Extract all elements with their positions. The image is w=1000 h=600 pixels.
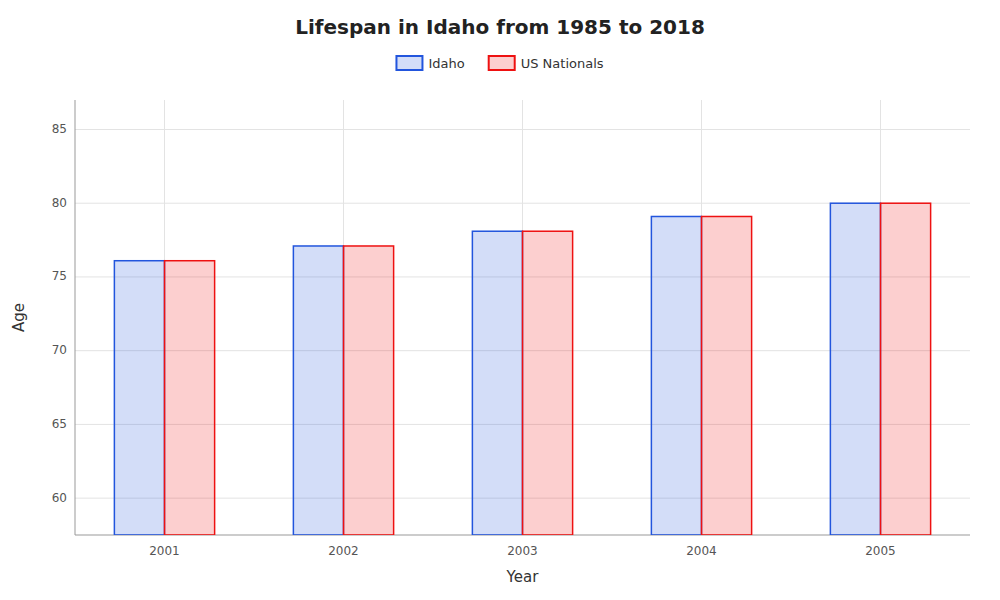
bar <box>523 231 573 535</box>
bar <box>702 216 752 535</box>
y-tick-label: 60 <box>52 491 67 505</box>
legend-label: US Nationals <box>521 56 604 71</box>
bar <box>114 261 164 535</box>
bar <box>165 261 215 535</box>
bar <box>344 246 394 535</box>
x-tick-label: 2003 <box>507 544 538 558</box>
x-tick-label: 2004 <box>686 544 717 558</box>
y-axis-line <box>75 100 76 535</box>
grid <box>75 100 970 535</box>
x-tick-label: 2002 <box>328 544 359 558</box>
title: Lifespan in Idaho from 1985 to 2018 <box>295 15 705 39</box>
bars <box>114 203 930 535</box>
bar <box>293 246 343 535</box>
legend-swatch <box>489 56 515 70</box>
legend-label: Idaho <box>428 56 464 71</box>
legend-item: US Nationals <box>489 56 604 71</box>
legend: Idaho US Nationals <box>396 56 603 71</box>
y-tick-label: 70 <box>52 343 67 357</box>
legend-swatch <box>396 56 422 70</box>
y-axis-label: Age <box>10 303 28 332</box>
x-tick-label: 2005 <box>865 544 896 558</box>
legend-item: Idaho <box>396 56 464 71</box>
bar <box>881 203 931 535</box>
bar <box>472 231 522 535</box>
chart: 60 65 70 75 80 85 2001 2002 2003 2004 2005 Lifespan… <box>0 0 1000 600</box>
y-tick-label: 80 <box>52 196 67 210</box>
x-axis-label: Year <box>506 568 540 586</box>
y-tick-label: 85 <box>52 122 67 136</box>
y-tick-label: 65 <box>52 417 67 431</box>
bar <box>830 203 880 535</box>
chart-container: 60 65 70 75 80 85 2001 2002 2003 2004 2005 Lifespan… <box>0 0 1000 600</box>
y-tick-label: 75 <box>52 269 67 283</box>
x-tick-label: 2001 <box>149 544 180 558</box>
bar <box>651 216 701 535</box>
